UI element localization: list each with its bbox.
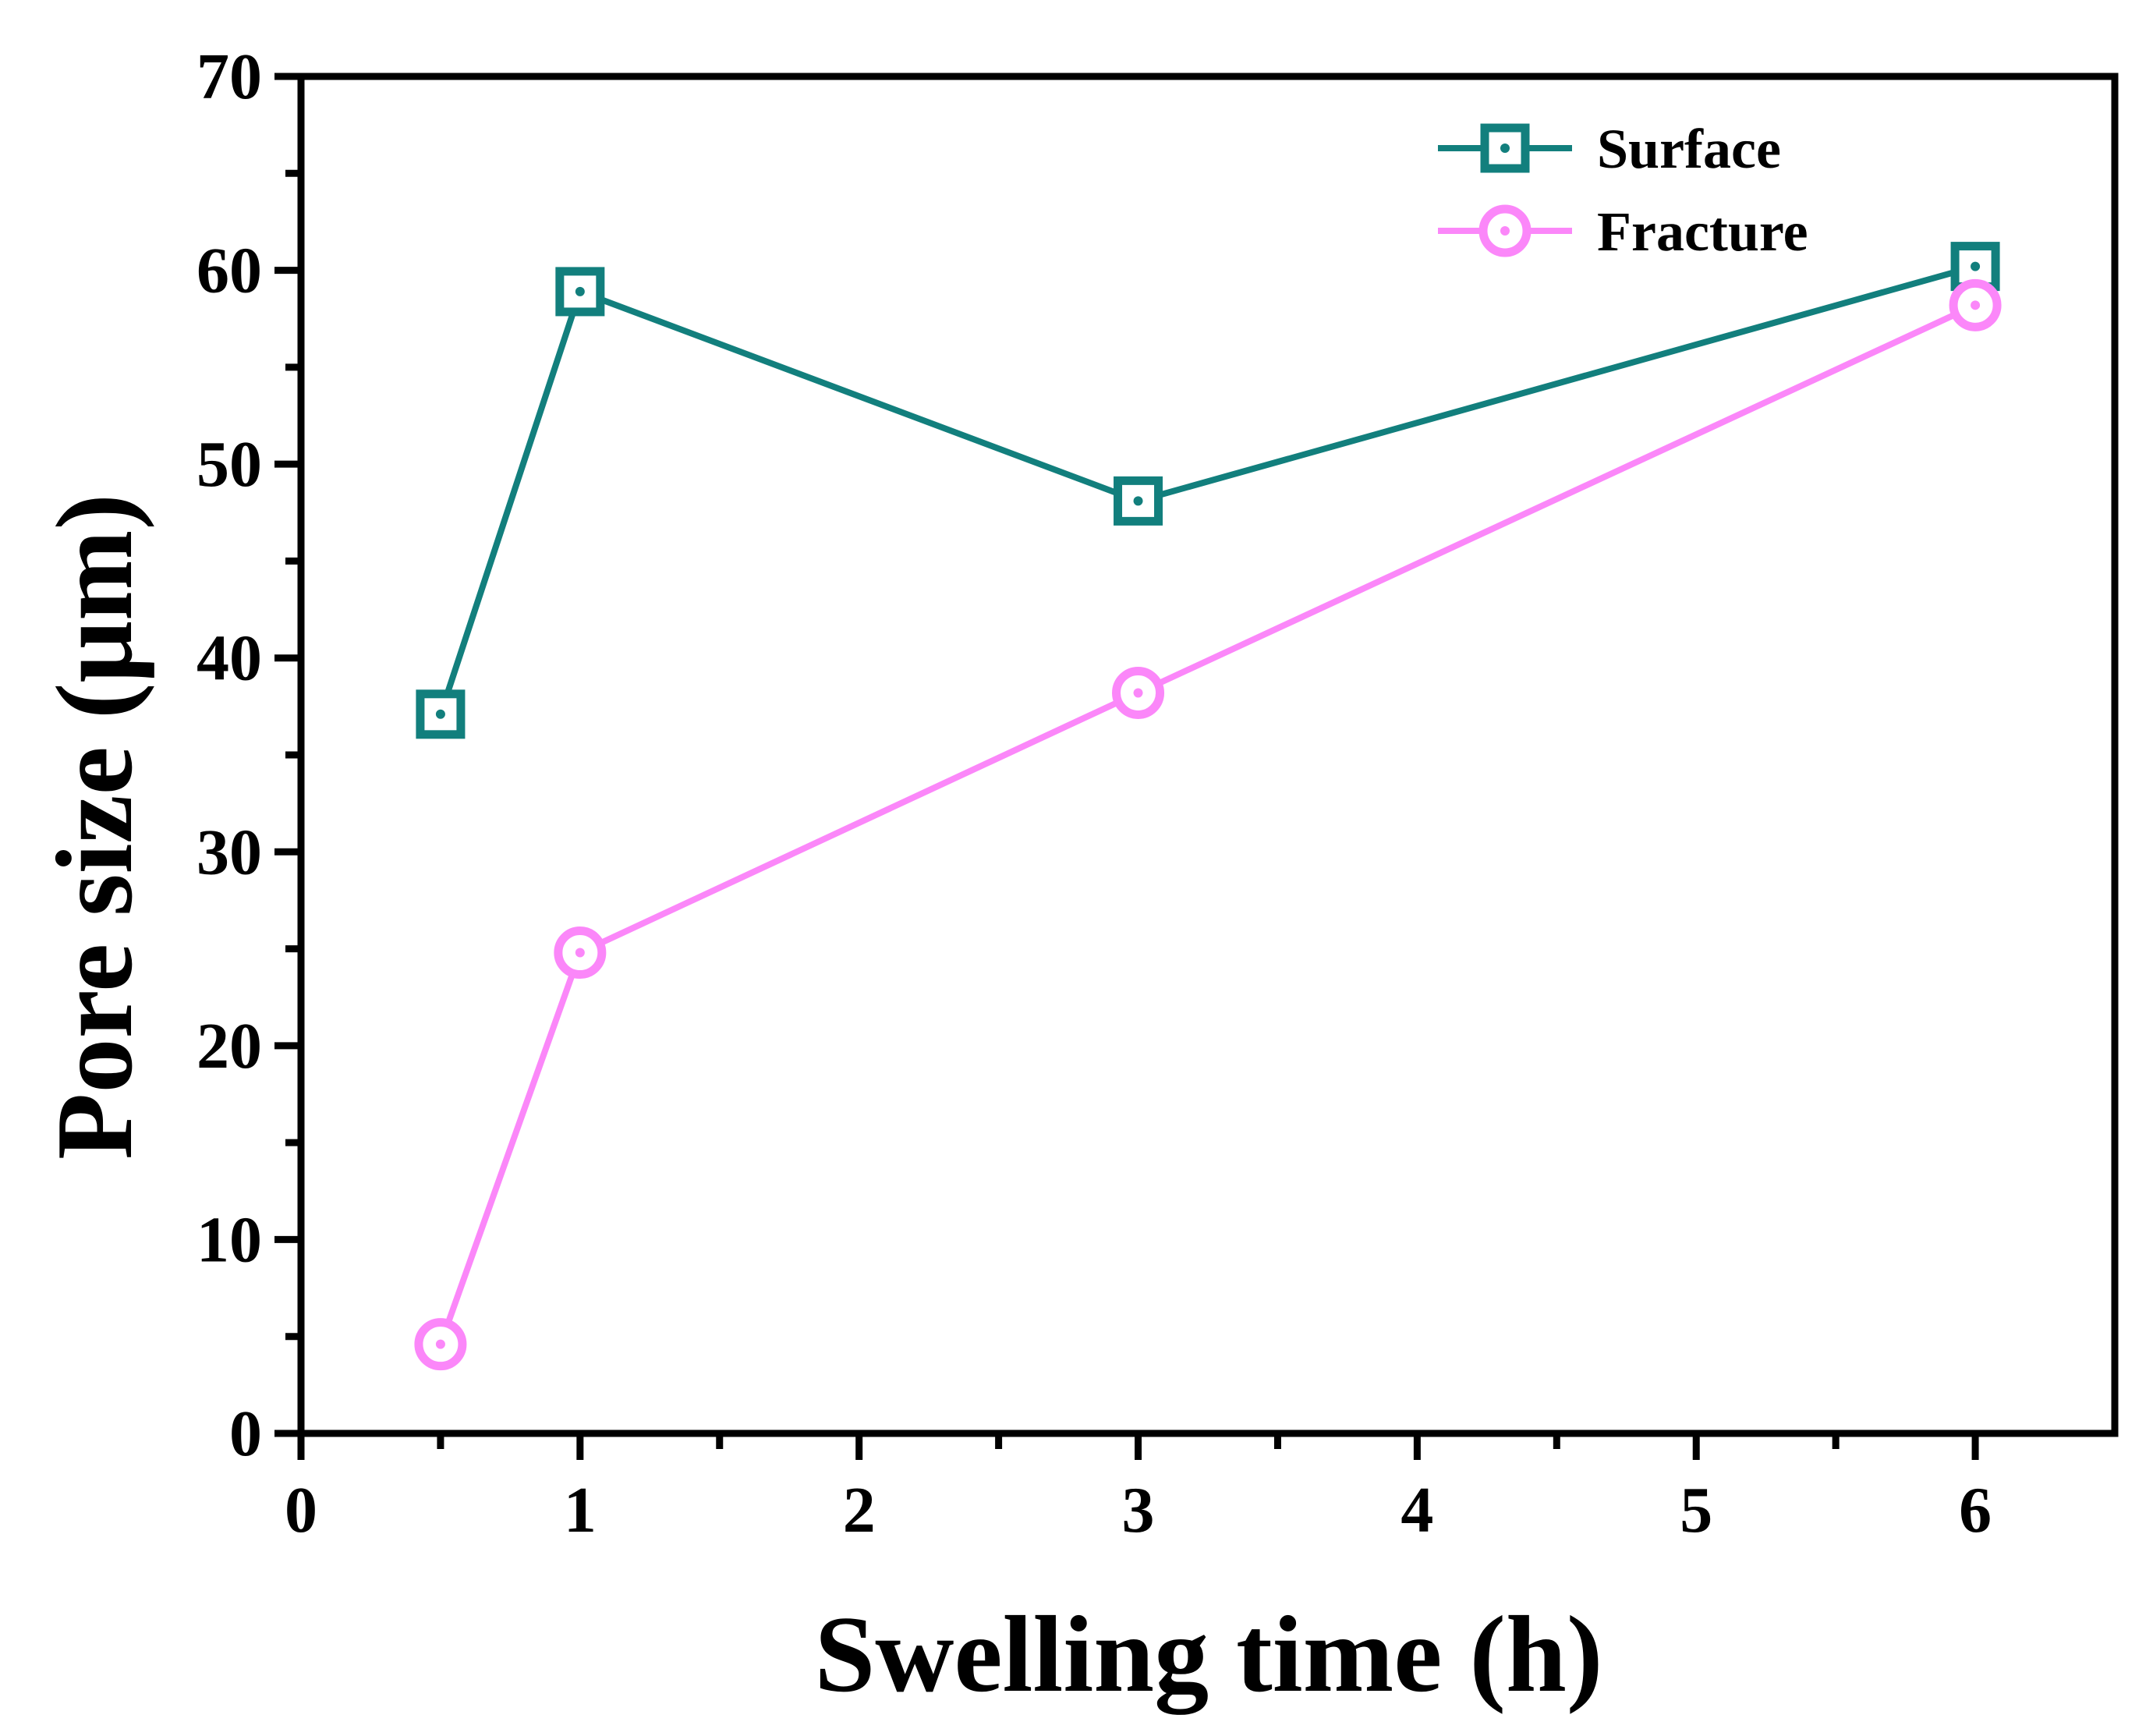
- data-point-fracture-center-dot: [575, 948, 585, 958]
- legend-marker-surface-center-dot: [1500, 143, 1510, 153]
- x-tick-label: 6: [1959, 1474, 1992, 1546]
- data-point-fracture-center-dot: [1971, 300, 1981, 310]
- legend-label-surface: Surface: [1597, 118, 1781, 180]
- legend-marker-fracture-center-dot: [1500, 226, 1510, 236]
- y-tick-label: 20: [197, 1010, 262, 1082]
- x-tick-label: 1: [564, 1474, 597, 1546]
- series-line-surface: [437, 263, 1977, 716]
- data-point-surface-center-dot: [435, 709, 445, 719]
- series-layer: [414, 242, 2002, 1371]
- y-tick-label: 0: [229, 1398, 262, 1470]
- legend-label-fracture: Fracture: [1597, 200, 1808, 263]
- y-tick-label: 50: [197, 428, 262, 501]
- x-tick-label: 5: [1680, 1474, 1712, 1546]
- data-point-surface-center-dot: [1971, 261, 1981, 271]
- data-point-surface-center-dot: [1133, 496, 1143, 506]
- y-tick-label: 40: [197, 622, 262, 695]
- x-tick-label: 2: [843, 1474, 876, 1546]
- y-axis-title: Pore size (μm): [34, 494, 155, 1160]
- y-tick-label: 70: [197, 41, 262, 113]
- x-tick-label: 3: [1122, 1474, 1155, 1546]
- x-axis-title: Swelling time (h): [814, 1594, 1602, 1715]
- x-tick-label: 4: [1401, 1474, 1433, 1546]
- legend: Surface Fracture: [1438, 118, 1808, 263]
- data-point-fracture-center-dot: [435, 1339, 445, 1349]
- x-tick-label: 0: [285, 1474, 317, 1546]
- y-tick-label: 60: [197, 235, 262, 307]
- y-tick-label: 10: [197, 1203, 262, 1276]
- data-point-surface-center-dot: [575, 286, 585, 296]
- y-tick-label: 30: [197, 816, 262, 888]
- data-point-fracture-center-dot: [1133, 688, 1143, 698]
- series-line-fracture: [437, 302, 1977, 1345]
